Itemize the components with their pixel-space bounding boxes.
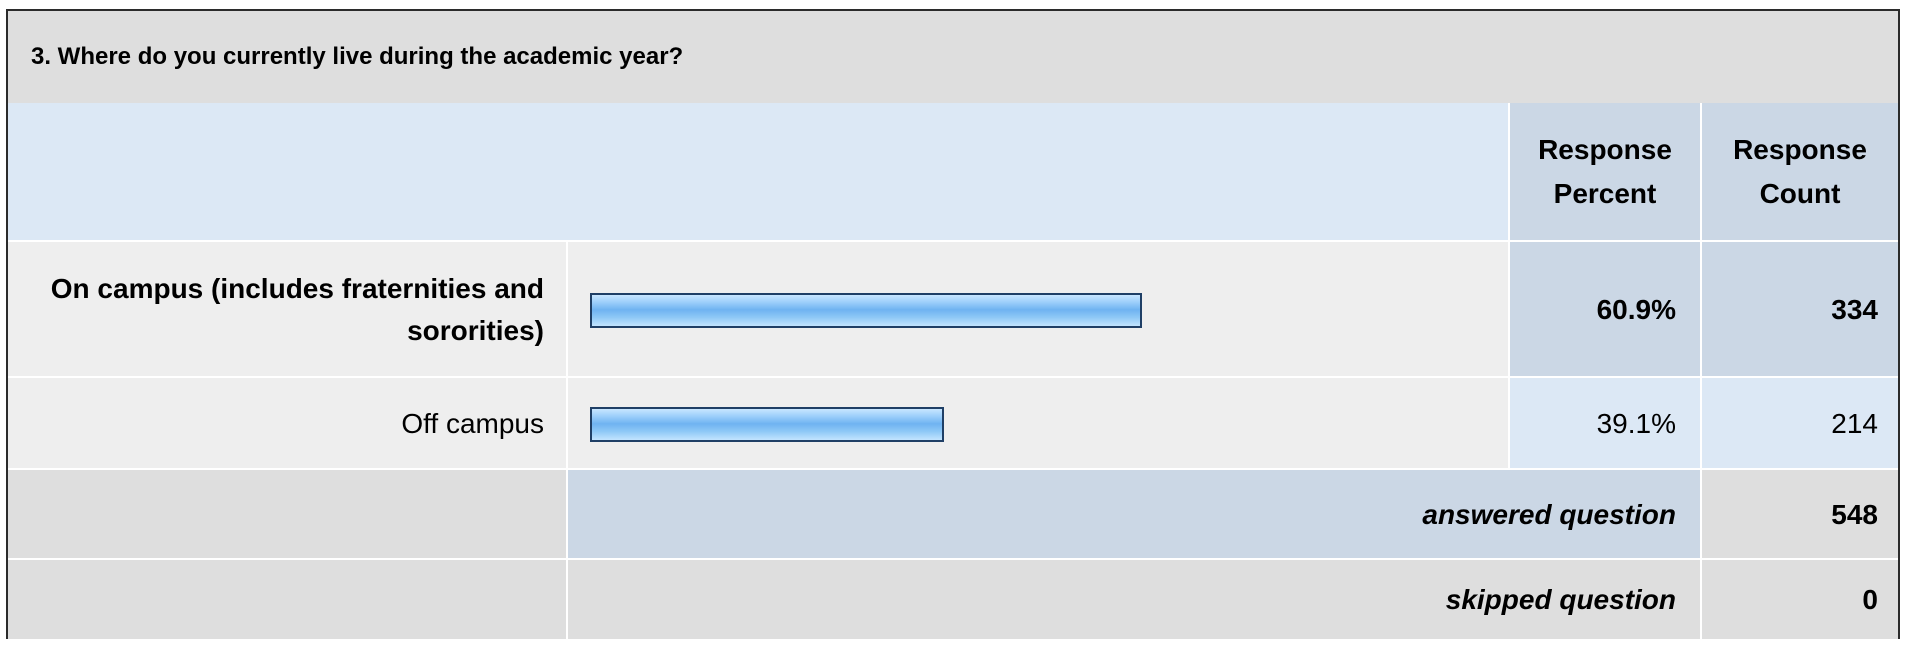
question-title: 3. Where do you currently live during th… — [31, 43, 684, 70]
summary-spacer — [8, 560, 568, 639]
answer-label: On campus (includes fraternities and sor… — [8, 242, 568, 378]
answered-question-row: answered question 548 — [8, 468, 1898, 560]
answer-row: On campus (includes fraternities and sor… — [8, 240, 1898, 378]
survey-results-table: 3. Where do you currently live during th… — [6, 9, 1900, 639]
skipped-question-row: skipped question 0 — [8, 558, 1898, 639]
response-bar — [590, 293, 1142, 328]
response-count: 214 — [1702, 378, 1898, 470]
response-count: 334 — [1702, 242, 1898, 378]
bar-cell — [568, 242, 1510, 378]
skipped-question-label: skipped question — [568, 560, 1702, 639]
response-count-header: Response Count — [1702, 103, 1898, 240]
answered-question-label: answered question — [568, 470, 1702, 560]
bar-cell — [568, 378, 1510, 470]
response-percent: 39.1% — [1510, 378, 1702, 470]
answer-label: Off campus — [8, 378, 568, 470]
column-header-row: Response Percent Response Count — [8, 103, 1898, 240]
question-header: 3. Where do you currently live during th… — [8, 11, 1898, 105]
answered-question-count: 548 — [1702, 470, 1898, 560]
summary-spacer — [8, 470, 568, 560]
header-spacer — [8, 103, 1510, 240]
skipped-question-count: 0 — [1702, 560, 1898, 639]
answer-row: Off campus 39.1% 214 — [8, 376, 1898, 470]
response-bar — [590, 407, 944, 442]
response-percent-header: Response Percent — [1510, 103, 1702, 240]
response-percent: 60.9% — [1510, 242, 1702, 378]
